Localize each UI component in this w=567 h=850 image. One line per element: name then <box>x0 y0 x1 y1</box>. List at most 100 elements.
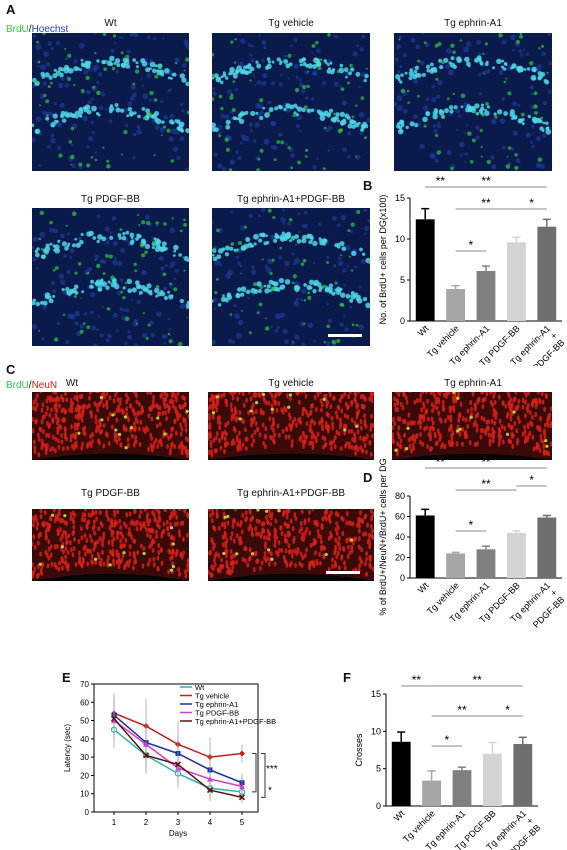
significance-label: * <box>268 786 272 797</box>
legend-label: Wt <box>195 683 205 692</box>
significance-label: ** <box>473 673 483 687</box>
significance-label: * <box>505 703 510 717</box>
bar <box>452 770 472 806</box>
x-tick-label: 5 <box>240 818 245 827</box>
stain-brdu: BrdU <box>6 380 29 391</box>
panel-c-title-tg-pdgf: Tg PDGF-BB <box>81 488 140 499</box>
bar <box>537 517 557 578</box>
stain-separator: / <box>28 24 32 35</box>
legend-label: Tg ephrin-A1+PDGF-BB <box>195 717 276 726</box>
panel-a-title-tg-vehicle: Tg vehicle <box>268 18 314 29</box>
panel-a-title-tg-ephrin: Tg ephrin-A1 <box>444 18 502 29</box>
panel-a-stain-legend: BrdU/Hoechst <box>6 24 68 35</box>
chart-d: 0 20 40 60 80 % of BrdU+/NeuN+/BrdU+ cells pe… <box>378 458 564 630</box>
micrograph-a-tg-vehicle <box>212 33 370 171</box>
y-tick-label: 60 <box>80 698 89 707</box>
bar <box>476 270 496 321</box>
micrograph-c-wt <box>32 392 189 460</box>
bar <box>476 549 496 578</box>
panel-c-title-tg-ephrin: Tg ephrin-A1 <box>444 378 502 389</box>
significance-label: ** <box>457 703 467 717</box>
panel-a-label: A <box>6 2 16 17</box>
panel-c-title-tg-combo: Tg ephrin-A1+PDGF-BB <box>236 488 346 499</box>
y-tick-label: 20 <box>395 553 405 563</box>
significance-label: * <box>468 238 473 252</box>
data-point <box>110 715 118 722</box>
micrograph-a-tg-ephrin <box>394 33 552 171</box>
significance-bracket <box>252 752 257 793</box>
significance-label: ** <box>412 673 422 687</box>
stain-separator: / <box>28 380 32 391</box>
panel-c-title-wt: Wt <box>65 378 79 389</box>
data-point <box>239 783 245 789</box>
x-tick-label: Wt <box>392 808 407 823</box>
significance-label: ** <box>481 458 491 469</box>
x-tick-label: Wt <box>416 323 431 338</box>
micrograph-a-tg-combo <box>212 208 370 346</box>
y-axis-label: Crosses <box>354 733 364 767</box>
data-point <box>239 750 245 757</box>
micrograph-c-tg-vehicle <box>208 392 374 460</box>
y-tick-label: 30 <box>80 753 89 762</box>
significance-label: ** <box>436 176 446 188</box>
data-point <box>207 776 213 782</box>
panel-f-label: F <box>343 670 351 685</box>
plot-frame <box>93 683 259 813</box>
panel-a-title-wt: Wt <box>104 18 117 29</box>
y-tick-label: 10 <box>395 234 405 244</box>
bar <box>415 515 435 578</box>
micrograph-c-tg-pdgf <box>32 509 189 581</box>
x-tick-label: 2 <box>144 818 149 827</box>
micrograph-c-tg-ephrin <box>392 392 552 460</box>
legend-label: Tg PDGF-BB <box>195 709 239 718</box>
y-tick-label: 80 <box>395 491 405 501</box>
y-tick-label: 5 <box>400 275 405 285</box>
y-tick-label: 40 <box>80 735 89 744</box>
y-tick-label: 15 <box>371 689 381 699</box>
bar <box>506 242 526 321</box>
stain-brdu: BrdU <box>6 24 29 35</box>
y-axis-label: No. of BrdU+ cells per DG(x100) <box>378 195 388 325</box>
x-axis-label: Days <box>169 829 187 838</box>
y-tick-label: 70 <box>80 680 89 689</box>
panel-c-label: C <box>6 362 16 377</box>
panel-e-label: E <box>62 670 71 685</box>
y-tick-label: 10 <box>80 790 89 799</box>
y-tick-label: 15 <box>395 193 405 203</box>
y-tick-label: 0 <box>376 801 381 811</box>
significance-label: ** <box>481 196 491 210</box>
micrograph-c-tg-combo <box>208 509 374 581</box>
significance-bracket <box>261 752 266 798</box>
y-axis-label: % of BrdU+/NeuN+/BrdU+ cells per DG <box>378 458 388 615</box>
y-tick-label: 0 <box>400 316 405 326</box>
bar <box>513 744 533 806</box>
micrograph-a-tg-pdgf <box>32 208 189 346</box>
bar <box>537 226 557 321</box>
legend-label: Tg vehicle <box>195 692 229 701</box>
significance-label: * <box>529 473 534 487</box>
x-tick-label: 3 <box>176 818 181 827</box>
bar <box>415 219 435 321</box>
stain-hoechst: Hoechst <box>31 24 69 35</box>
y-tick-label: 60 <box>395 512 405 522</box>
panel-c-title-tg-vehicle: Tg vehicle <box>268 378 314 389</box>
x-tick-label: 4 <box>208 818 213 827</box>
bar <box>391 741 411 806</box>
x-tick-label: Wt <box>416 580 431 595</box>
y-tick-label: 5 <box>376 764 381 774</box>
data-point <box>142 752 150 759</box>
y-tick-label: 0 <box>85 808 90 817</box>
micrograph-a-wt <box>32 33 189 171</box>
significance-label: * <box>444 733 449 747</box>
bar <box>482 753 502 806</box>
significance-label: ** <box>436 458 446 469</box>
y-axis-label: Latency (sec) <box>63 724 72 772</box>
significance-label: * <box>529 196 534 210</box>
panel-b-label: B <box>363 178 373 193</box>
panel-d-label: D <box>363 470 373 485</box>
data-point <box>238 794 246 801</box>
stain-neun: NeuN <box>31 380 58 391</box>
bar <box>446 289 466 321</box>
